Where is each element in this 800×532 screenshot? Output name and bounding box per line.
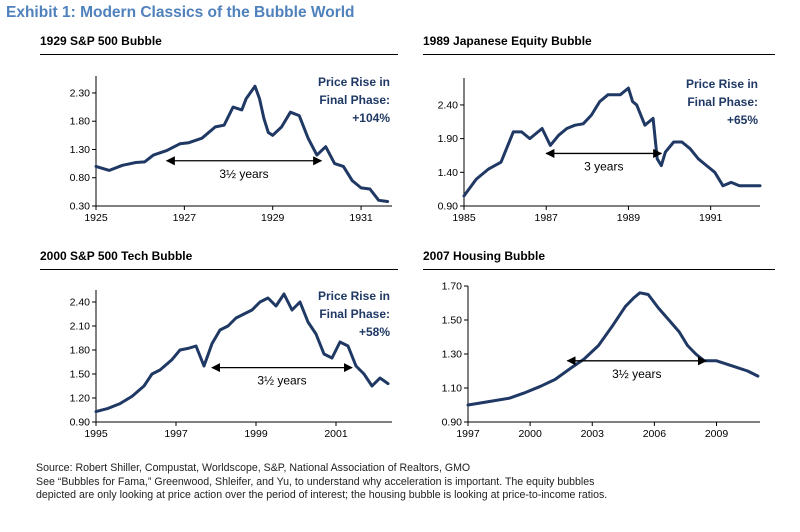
y-tick-label: 1.10 [442, 383, 463, 395]
price-rise-annotation: Price Rise in [318, 289, 390, 303]
chart-2000-tech: 0.90 1.20 1.50 1.80 2.10 2.40 1995 1997 1999 2001… [70, 289, 392, 440]
price-rise-annotation: +65% [727, 113, 758, 127]
duration-label: 3 years [584, 159, 623, 173]
price-rise-annotation: Price Rise in [318, 75, 390, 89]
price-rise-annotation: Final Phase: [319, 307, 390, 321]
panel-rule-1929 [40, 54, 398, 55]
y-tick-label: 1.50 [70, 369, 91, 381]
price-rise-annotation: Final Phase: [319, 93, 390, 107]
x-tick-label: 1999 [244, 428, 268, 440]
x-tick-label: 1931 [349, 212, 373, 224]
price-rise-annotation: Final Phase: [687, 95, 758, 109]
panel-rule-1989 [423, 54, 775, 55]
duration-label: 3½ years [219, 167, 268, 181]
x-tick-label: 2003 [581, 428, 605, 440]
footer-note-line-1: See “Bubbles for Fama,” Greenwood, Shlei… [36, 475, 595, 488]
y-tick-label: 1.40 [438, 167, 459, 179]
duration-label: 3½ years [257, 374, 306, 388]
chart-1989-japan: 0.90 1.40 1.90 2.40 1985 1987 1989 1991 3 years P… [438, 77, 762, 224]
y-tick-label: 1.70 [442, 281, 463, 293]
x-tick-label: 1987 [535, 212, 559, 224]
panel-title-2000: 2000 S&P 500 Tech Bubble [40, 249, 193, 263]
x-tick-label: 1985 [452, 212, 476, 224]
x-tick-label: 2006 [643, 428, 667, 440]
footer-source: Source: Robert Shiller, Compustat, World… [36, 462, 471, 474]
chart-2007-housing: 0.90 1.10 1.30 1.50 1.70 1997 2000 2003 2006 2009… [442, 281, 760, 440]
panel-rule-2000 [40, 269, 398, 270]
y-tick-label: 2.30 [70, 87, 91, 99]
duration-label: 3½ years [612, 367, 661, 381]
x-tick-label: 1927 [173, 212, 197, 224]
y-tick-label: 2.10 [70, 321, 91, 333]
y-tick-label: 1.30 [70, 144, 91, 156]
x-tick-label: 1929 [261, 212, 285, 224]
y-tick-label: 2.40 [438, 99, 459, 111]
series-line [94, 292, 390, 414]
y-tick-label: 0.90 [70, 417, 91, 429]
series-line [462, 86, 762, 198]
exhibit-title: Exhibit 1: Modern Classics of the Bubble… [6, 4, 355, 21]
price-rise-annotation: +58% [359, 325, 390, 339]
panel-title-1929: 1929 S&P 500 Bubble [40, 34, 162, 48]
y-tick-label: 1.30 [442, 349, 463, 361]
panel-title-2007: 2007 Housing Bubble [423, 249, 546, 263]
y-tick-label: 1.50 [442, 315, 463, 327]
series-line [94, 84, 390, 203]
footer-notes: Source: Robert Shiller, Compustat, World… [36, 462, 776, 503]
x-tick-label: 1997 [456, 428, 480, 440]
y-tick-label: 1.20 [70, 393, 91, 405]
price-rise-annotation: +104% [352, 111, 390, 125]
footer-note-line-2: depicted are only looking at price actio… [36, 489, 608, 502]
y-tick-label: 0.30 [70, 201, 91, 213]
chart-1929-sp500: 0.30 0.80 1.30 1.80 2.30 1925 1927 1929 1931 3½ y… [70, 75, 392, 224]
x-tick-label: 1991 [699, 212, 723, 224]
panel-rule-2007 [423, 269, 775, 270]
y-tick-label: 0.80 [70, 172, 91, 184]
x-tick-label: 2001 [324, 428, 348, 440]
x-tick-label: 1997 [164, 428, 188, 440]
x-tick-label: 2009 [705, 428, 729, 440]
x-tick-label: 1989 [617, 212, 641, 224]
x-tick-label: 1995 [84, 428, 108, 440]
y-tick-label: 1.80 [70, 345, 91, 357]
y-tick-label: 1.80 [70, 116, 91, 128]
y-tick-label: 2.40 [70, 297, 91, 309]
panel-title-1989: 1989 Japanese Equity Bubble [423, 34, 592, 48]
series-line [466, 291, 760, 407]
price-rise-annotation: Price Rise in [686, 77, 758, 91]
x-tick-label: 2000 [518, 428, 542, 440]
y-tick-label: 0.90 [442, 417, 463, 429]
y-tick-label: 0.90 [438, 201, 459, 213]
x-tick-label: 1925 [84, 212, 108, 224]
y-tick-label: 1.90 [438, 133, 459, 145]
